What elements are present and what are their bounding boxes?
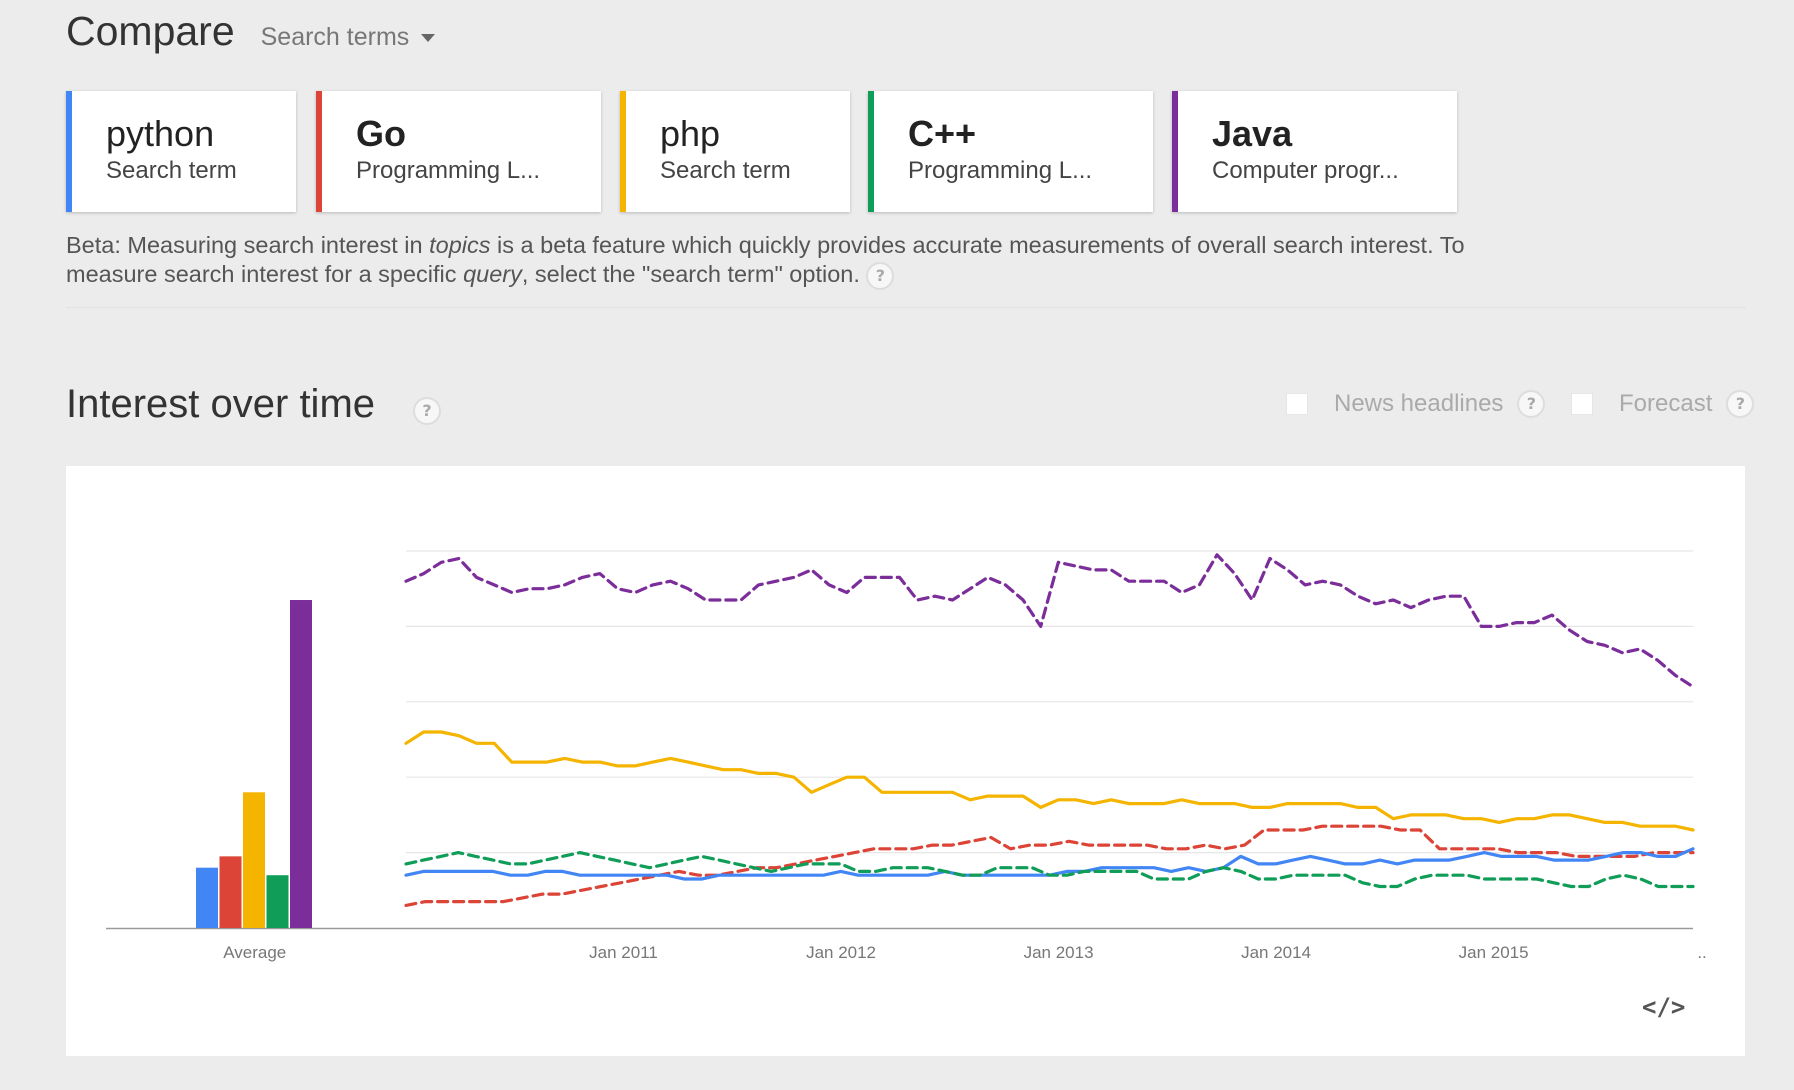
term-card-cpp[interactable]: C++ Programming L... (868, 91, 1153, 212)
beta-note-topics: topics (429, 232, 491, 258)
interest-over-time-title: Interest over time (66, 382, 376, 426)
search-type-label: Search terms (260, 23, 410, 51)
interest-chart-panel: Average Jan 2011 Jan 2012 Jan 2013 Jan 2014 J… (66, 466, 1745, 1056)
term-name: php (660, 113, 721, 154)
term-card-java[interactable]: Java Computer progr... (1172, 91, 1457, 212)
beta-note-middle: is a beta feature which quickly provides… (66, 232, 1465, 287)
term-color-strip (868, 91, 874, 212)
term-type: Programming L... (908, 157, 1093, 184)
forecast-checkbox[interactable] (1571, 393, 1593, 415)
term-name: python (106, 113, 215, 154)
term-name: C++ (908, 113, 977, 154)
search-type-dropdown[interactable]: Search terms (261, 23, 436, 52)
news-headlines-label: News headlines (1334, 390, 1504, 417)
forecast-option: Forecast ? (1571, 390, 1755, 418)
average-bar-cpp (266, 875, 289, 928)
average-bar-go (219, 856, 242, 928)
term-color-strip (620, 91, 626, 212)
series-line-php (404, 730, 1695, 832)
interest-help-icon[interactable]: ? (413, 397, 441, 425)
term-name: Go (356, 113, 406, 154)
x-tick-label: .. (1697, 943, 1706, 962)
embed-code-icon[interactable]: </> (1642, 993, 1686, 1021)
news-help-icon[interactable]: ? (1517, 390, 1546, 418)
term-color-strip (66, 91, 72, 212)
compare-title: Compare (66, 8, 235, 54)
x-tick-label: Jan 2015 (1459, 943, 1529, 962)
average-bar-python (196, 867, 218, 928)
divider (66, 307, 1746, 308)
beta-note-query: query (463, 261, 522, 287)
average-label: Average (223, 943, 286, 962)
caret-down-icon (421, 33, 436, 42)
series-line-java (404, 553, 1695, 689)
x-tick-label: Jan 2011 (589, 943, 658, 962)
term-type: Computer progr... (1212, 157, 1399, 184)
series-line-cpp (404, 851, 1695, 889)
beta-note-prefix: Beta: Measuring search interest in (66, 232, 430, 258)
x-tick-label: Jan 2013 (1024, 943, 1094, 962)
beta-note-suffix: , select the "search term" option. (521, 261, 867, 287)
term-card-go[interactable]: Go Programming L... (316, 91, 601, 212)
compare-header: Compare Search terms (66, 8, 436, 55)
term-color-strip (316, 91, 322, 212)
term-name: Java (1212, 113, 1293, 154)
term-card-python[interactable]: python Search term (66, 91, 296, 212)
average-bar-java (290, 600, 312, 928)
series-line-go (404, 824, 1695, 907)
average-bar-php (243, 792, 265, 928)
term-type: Search term (660, 157, 791, 184)
interest-chart: Average Jan 2011 Jan 2012 Jan 2013 Jan 2014 J… (106, 550, 1707, 962)
news-headlines-checkbox[interactable] (1286, 393, 1308, 415)
beta-help-icon[interactable]: ? (866, 261, 895, 290)
term-color-strip (1172, 91, 1178, 212)
x-tick-label: Jan 2012 (806, 943, 876, 962)
beta-note: Beta: Measuring search interest in topic… (66, 231, 1486, 290)
term-card-php[interactable]: php Search term (620, 91, 850, 212)
term-type: Programming L... (356, 157, 541, 184)
term-type: Search term (106, 157, 237, 184)
x-tick-label: Jan 2014 (1241, 943, 1311, 962)
forecast-help-icon[interactable]: ? (1726, 390, 1755, 418)
forecast-label: Forecast (1619, 390, 1713, 417)
news-headlines-option: News headlines ? (1286, 390, 1546, 418)
